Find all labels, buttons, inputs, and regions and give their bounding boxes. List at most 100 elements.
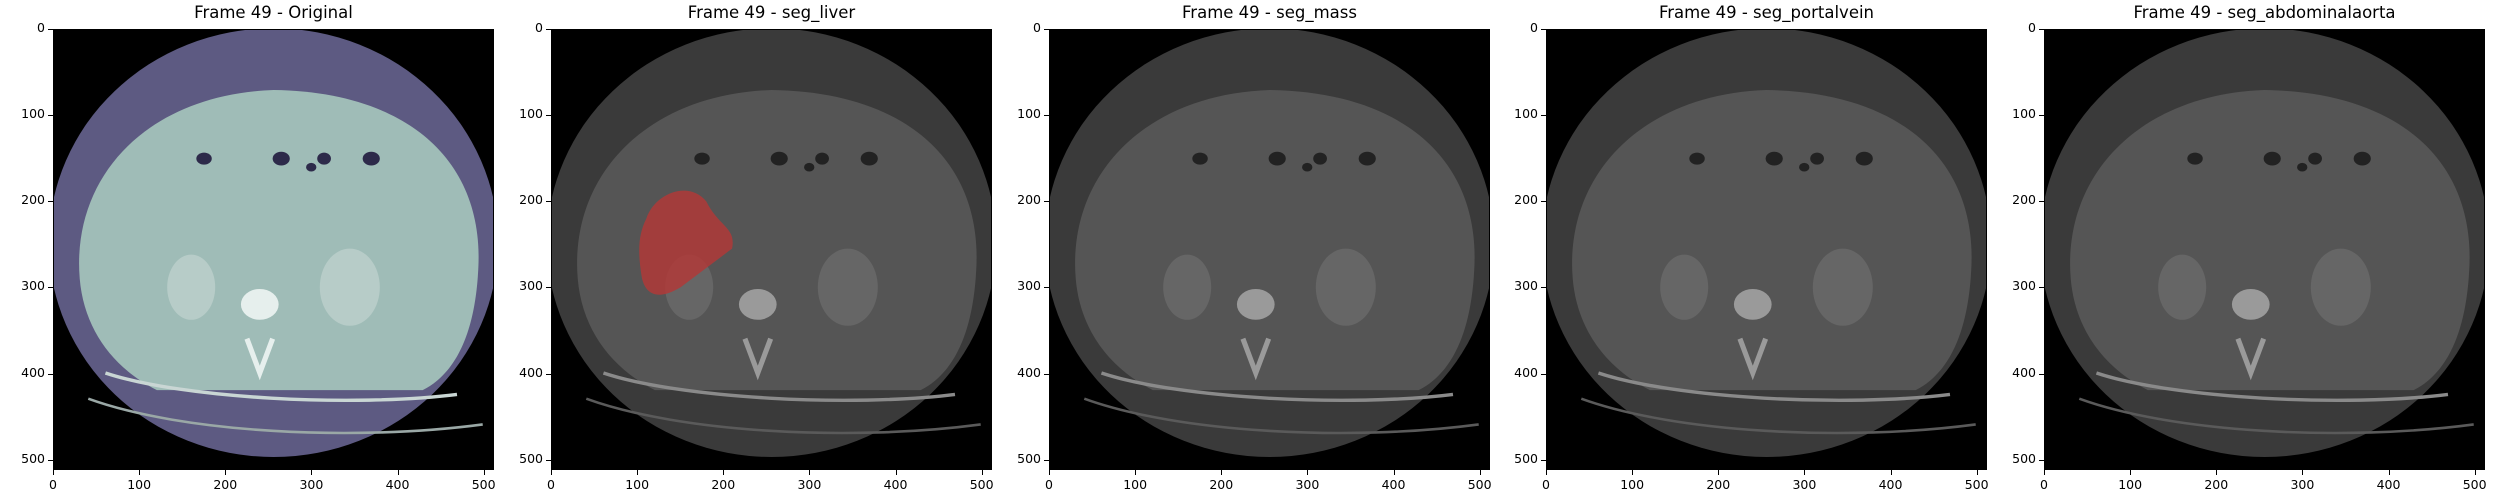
ct-image bbox=[1546, 29, 1987, 470]
x-tick-mark bbox=[1546, 470, 1547, 475]
bowel-gas bbox=[815, 152, 829, 165]
panel-3: Frame 49 - seg_mass 0 100 200 300 400 500 0 100 2… bbox=[1017, 0, 1509, 500]
x-tick-label: 300 bbox=[1295, 477, 1320, 492]
x-tick-mark bbox=[1221, 470, 1223, 475]
y-tick-label: 0 bbox=[535, 20, 543, 35]
spinous-process bbox=[1240, 337, 1272, 381]
x-tick-label: 0 bbox=[2040, 477, 2048, 492]
scanner-table bbox=[104, 371, 458, 403]
y-tick-label: 400 bbox=[519, 364, 543, 380]
bowel-gas bbox=[272, 151, 290, 166]
x-tick-mark bbox=[2044, 470, 2045, 475]
y-tick-mark bbox=[546, 29, 551, 30]
spinous-process bbox=[2235, 337, 2267, 381]
x-tick-label: 500 bbox=[1467, 477, 1492, 492]
x-tick-label: 0 bbox=[547, 477, 555, 492]
bowel-gas bbox=[2308, 152, 2322, 165]
ct-slice-svg bbox=[552, 30, 991, 457]
panel-4: Frame 49 - seg_portalvein 0 100 200 300 400 50… bbox=[1514, 0, 2006, 500]
x-tick-label: 500 bbox=[471, 477, 496, 492]
bowel-gas bbox=[2297, 162, 2308, 172]
vertebra bbox=[1733, 288, 1772, 320]
x-tick-mark bbox=[895, 470, 897, 475]
y-tick-mark bbox=[48, 29, 53, 30]
y-tick-mark bbox=[546, 287, 551, 289]
bowel-gas bbox=[770, 151, 788, 166]
y-tick-mark bbox=[546, 373, 551, 375]
bowel-gas bbox=[306, 162, 317, 172]
bowel-gas bbox=[196, 152, 212, 165]
y-tick-mark bbox=[1044, 373, 1049, 375]
scanner-table-edge bbox=[1083, 397, 1479, 435]
y-tick-label: 400 bbox=[1514, 364, 1538, 380]
y-tick-label: 500 bbox=[1514, 450, 1538, 466]
x-tick-label: 300 bbox=[2290, 477, 2315, 492]
y-tick-label: 500 bbox=[2012, 450, 2036, 466]
x-tick-label: 300 bbox=[1792, 477, 1817, 492]
x-tick-mark bbox=[551, 470, 552, 475]
y-tick-label: 200 bbox=[519, 192, 543, 208]
spinous-process bbox=[742, 337, 774, 381]
y-tick-label: 300 bbox=[21, 278, 45, 294]
y-tick-mark bbox=[1541, 201, 1546, 203]
y-tick-mark bbox=[546, 201, 551, 203]
spinous-process bbox=[244, 337, 276, 381]
y-tick-mark bbox=[1541, 287, 1546, 289]
x-tick-label: 100 bbox=[1123, 477, 1148, 492]
y-tick-mark bbox=[1541, 459, 1546, 461]
x-tick-label: 400 bbox=[1381, 477, 1406, 492]
bowel-gas bbox=[1810, 152, 1824, 165]
liver-segmentation bbox=[639, 190, 733, 295]
bowel-gas bbox=[317, 152, 331, 165]
y-tick-label: 100 bbox=[2012, 106, 2036, 122]
kidney bbox=[817, 248, 878, 326]
x-tick-mark bbox=[1479, 470, 1481, 475]
x-tick-label: 0 bbox=[49, 477, 57, 492]
y-tick-mark bbox=[48, 459, 53, 461]
x-tick-mark bbox=[981, 470, 983, 475]
bowel-gas bbox=[362, 151, 380, 166]
x-tick-mark bbox=[397, 470, 399, 475]
kidney bbox=[2158, 254, 2207, 320]
x-tick-mark bbox=[723, 470, 725, 475]
x-tick-mark bbox=[2474, 470, 2476, 475]
ct-slice-svg bbox=[1547, 30, 1986, 457]
x-tick-mark bbox=[311, 470, 313, 475]
ct-slice-svg bbox=[1050, 30, 1489, 457]
y-tick-mark bbox=[2039, 287, 2044, 289]
x-tick-mark bbox=[809, 470, 811, 475]
bowel-gas bbox=[1302, 162, 1313, 172]
x-tick-mark bbox=[1718, 470, 1720, 475]
y-tick-mark bbox=[1044, 459, 1049, 461]
y-tick-mark bbox=[48, 373, 53, 375]
x-tick-label: 500 bbox=[1964, 477, 1989, 492]
x-tick-label: 100 bbox=[2118, 477, 2143, 492]
ct-slice-svg bbox=[54, 30, 493, 457]
scanner-table-edge bbox=[87, 397, 483, 435]
x-tick-mark bbox=[2216, 470, 2218, 475]
x-tick-label: 100 bbox=[127, 477, 152, 492]
y-tick-label: 300 bbox=[2012, 278, 2036, 294]
scanner-table-edge bbox=[2078, 397, 2474, 435]
y-tick-mark bbox=[2039, 373, 2044, 375]
x-tick-label: 200 bbox=[213, 477, 238, 492]
panel-5: Frame 49 - seg_abdominalaorta 0 100 200 300 4… bbox=[2012, 0, 2500, 500]
y-tick-label: 300 bbox=[519, 278, 543, 294]
x-tick-mark bbox=[1890, 470, 1892, 475]
y-tick-mark bbox=[546, 459, 551, 461]
bowel-gas bbox=[1192, 152, 1208, 165]
vertebra bbox=[2231, 288, 2270, 320]
x-tick-label: 400 bbox=[1878, 477, 1903, 492]
x-tick-label: 0 bbox=[1045, 477, 1053, 492]
y-tick-label: 100 bbox=[1017, 106, 1041, 122]
y-tick-label: 200 bbox=[1514, 192, 1538, 208]
x-tick-mark bbox=[1135, 470, 1137, 475]
panel-title: Frame 49 - seg_mass bbox=[1182, 3, 1357, 22]
panel-1: Frame 49 - Original 0 100 200 300 400 500 0 100 2… bbox=[21, 0, 513, 500]
panel-title: Frame 49 - Original bbox=[194, 3, 353, 22]
ct-image bbox=[2044, 29, 2485, 470]
y-tick-mark bbox=[2039, 459, 2044, 461]
kidney bbox=[319, 248, 380, 326]
y-tick-mark bbox=[1044, 287, 1049, 289]
y-tick-label: 0 bbox=[1033, 20, 1041, 35]
